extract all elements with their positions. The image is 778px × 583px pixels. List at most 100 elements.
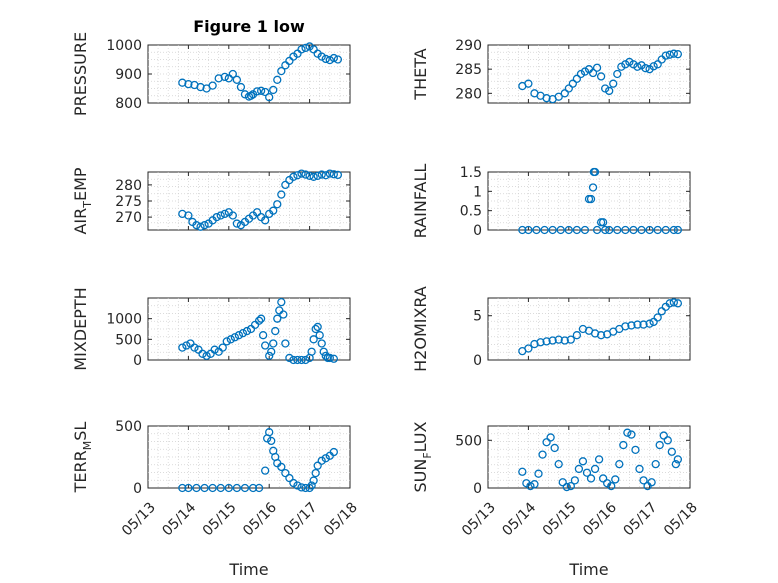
data-point <box>621 225 630 235</box>
data-point <box>609 79 618 88</box>
data-point <box>665 50 674 59</box>
data-point <box>190 343 199 352</box>
data-point <box>305 171 314 181</box>
data-point <box>307 347 316 356</box>
data-point <box>265 428 274 437</box>
data-point <box>661 225 670 235</box>
data-point <box>218 343 227 352</box>
y-axis-label: PRESSURE <box>71 32 90 116</box>
data-point <box>586 474 596 483</box>
data-point <box>588 183 598 192</box>
data-point <box>333 55 343 64</box>
data-point <box>273 75 282 84</box>
data-point <box>267 436 276 446</box>
data-point <box>572 225 582 235</box>
data-point <box>184 211 193 220</box>
data-point <box>281 468 290 478</box>
data-point <box>258 331 268 340</box>
data-point <box>627 321 636 330</box>
data-point <box>669 298 678 307</box>
data-point <box>592 225 602 235</box>
data-point <box>637 225 646 235</box>
data-point <box>196 82 205 92</box>
data-point <box>524 79 533 88</box>
subplot-6: 0 5 H2OMIXRA <box>411 286 691 372</box>
data-point <box>293 481 302 490</box>
data-point <box>601 225 610 235</box>
data-point <box>307 481 316 490</box>
data-point <box>184 483 193 493</box>
data-point <box>178 483 187 493</box>
subplot-7: 0 500 05/13 05/14 05/15 05/16 05/17 05/18 TERRMS… <box>71 419 361 579</box>
data-point <box>633 62 642 71</box>
data-point <box>317 339 326 348</box>
series-points <box>178 297 338 365</box>
data-point <box>669 225 678 235</box>
subplot-1: 800 900 1000 PRESSURE Figure 1 low <box>71 17 351 116</box>
data-point <box>210 345 219 354</box>
grid <box>148 426 350 488</box>
data-point <box>659 431 668 440</box>
data-point <box>309 476 318 485</box>
data-point <box>641 64 650 73</box>
series-points <box>178 42 343 102</box>
y-axis-label: AIRTEMP <box>71 167 94 234</box>
data-point <box>651 460 660 469</box>
data-point <box>594 455 604 464</box>
data-point <box>566 335 575 344</box>
data-point <box>601 84 610 93</box>
y-tick-label: 0 <box>473 223 482 239</box>
data-point <box>560 336 569 345</box>
data-point <box>297 45 306 54</box>
data-point <box>623 428 632 437</box>
data-point <box>228 211 237 220</box>
data-point <box>232 219 242 228</box>
data-point <box>297 355 306 365</box>
data-point <box>224 483 233 493</box>
data-point <box>317 52 326 61</box>
data-point <box>653 60 662 69</box>
data-point <box>518 467 527 476</box>
data-point <box>297 169 306 178</box>
data-point <box>548 336 557 345</box>
x-axis-label: Time <box>568 560 608 579</box>
data-point <box>200 221 209 230</box>
data-point <box>653 225 662 235</box>
data-point <box>639 320 648 329</box>
data-point <box>289 478 298 488</box>
data-point <box>554 335 563 344</box>
data-point <box>220 72 229 82</box>
data-point <box>562 482 571 492</box>
data-point <box>542 438 551 447</box>
data-point <box>653 313 662 322</box>
data-point <box>261 466 270 475</box>
data-point <box>309 335 318 344</box>
data-point <box>271 326 280 336</box>
data-point <box>598 218 608 227</box>
data-point <box>613 225 622 235</box>
data-point <box>319 347 328 356</box>
data-point <box>605 86 614 96</box>
x-axis-label: Time <box>228 560 268 579</box>
data-point <box>578 457 588 466</box>
y-tick-label: 5 <box>473 309 482 325</box>
data-point <box>192 221 201 230</box>
data-point <box>629 225 638 235</box>
data-point <box>627 430 636 439</box>
data-point <box>301 43 310 53</box>
y-tick-label: 900 <box>115 67 142 83</box>
data-point <box>524 344 533 353</box>
data-point <box>530 480 539 489</box>
y-tick-label: 290 <box>455 38 482 54</box>
data-point <box>554 460 563 469</box>
data-point <box>246 91 256 100</box>
data-point <box>269 85 278 95</box>
x-tick-label: 05/17 <box>621 500 661 540</box>
data-point <box>590 167 600 177</box>
data-point <box>321 171 330 180</box>
data-point <box>661 51 670 60</box>
data-point <box>220 209 229 219</box>
x-tick-label: 05/18 <box>321 500 361 540</box>
data-point <box>240 483 250 493</box>
